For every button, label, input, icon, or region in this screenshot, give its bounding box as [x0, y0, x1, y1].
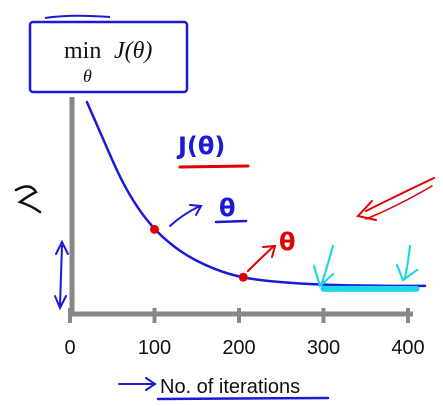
series-layer — [85, 100, 427, 288]
red-arrow-mark-2 — [365, 185, 433, 220]
x-axis-label-group: No. of iterations — [118, 376, 330, 401]
title-box-scribble — [44, 14, 111, 19]
theta-arrow-2 — [247, 244, 277, 272]
cost-curve — [85, 100, 427, 288]
jtheta-annotation: J(θ) — [176, 132, 250, 169]
x-axis-label: No. of iterations — [160, 376, 300, 398]
annotation-jtheta-underline — [178, 164, 250, 169]
title-box — [28, 20, 189, 94]
theta-annotation-1: θ — [169, 194, 248, 227]
cyan-arrow-right — [395, 244, 419, 282]
x-tick-label: 200 — [222, 337, 255, 359]
annotation-theta-blue: θ — [219, 194, 236, 222]
x-tick-labels: 0 100 200 300 400 — [64, 337, 424, 359]
theta-arrow-1 — [169, 204, 203, 227]
x-label-arrow — [118, 377, 157, 391]
data-point — [238, 272, 248, 282]
title-function: J(θ) — [114, 38, 152, 64]
title-subscript: θ — [83, 66, 92, 86]
x-tick-label: 300 — [307, 337, 340, 359]
annotation-theta-red: θ — [279, 228, 296, 256]
title-min: min — [64, 38, 101, 64]
annotation-theta-underline — [214, 219, 248, 224]
x-tick-label: 100 — [138, 337, 171, 359]
title-group: min θ J(θ) — [28, 14, 189, 94]
x-tick-label: 0 — [64, 337, 75, 359]
y-axis-arrow-mark — [14, 185, 42, 214]
y-range-arrow — [54, 239, 69, 311]
red-arrow-mark — [356, 177, 435, 221]
data-point — [150, 224, 159, 234]
theta-annotation-2: θ — [247, 228, 296, 272]
cyan-arrow-left — [312, 244, 335, 289]
x-ticks — [68, 308, 410, 323]
x-tick-label: 400 — [391, 337, 424, 359]
points-layer — [150, 224, 248, 282]
x-label-underline — [156, 396, 330, 401]
annotation-jtheta: J(θ) — [176, 132, 225, 160]
